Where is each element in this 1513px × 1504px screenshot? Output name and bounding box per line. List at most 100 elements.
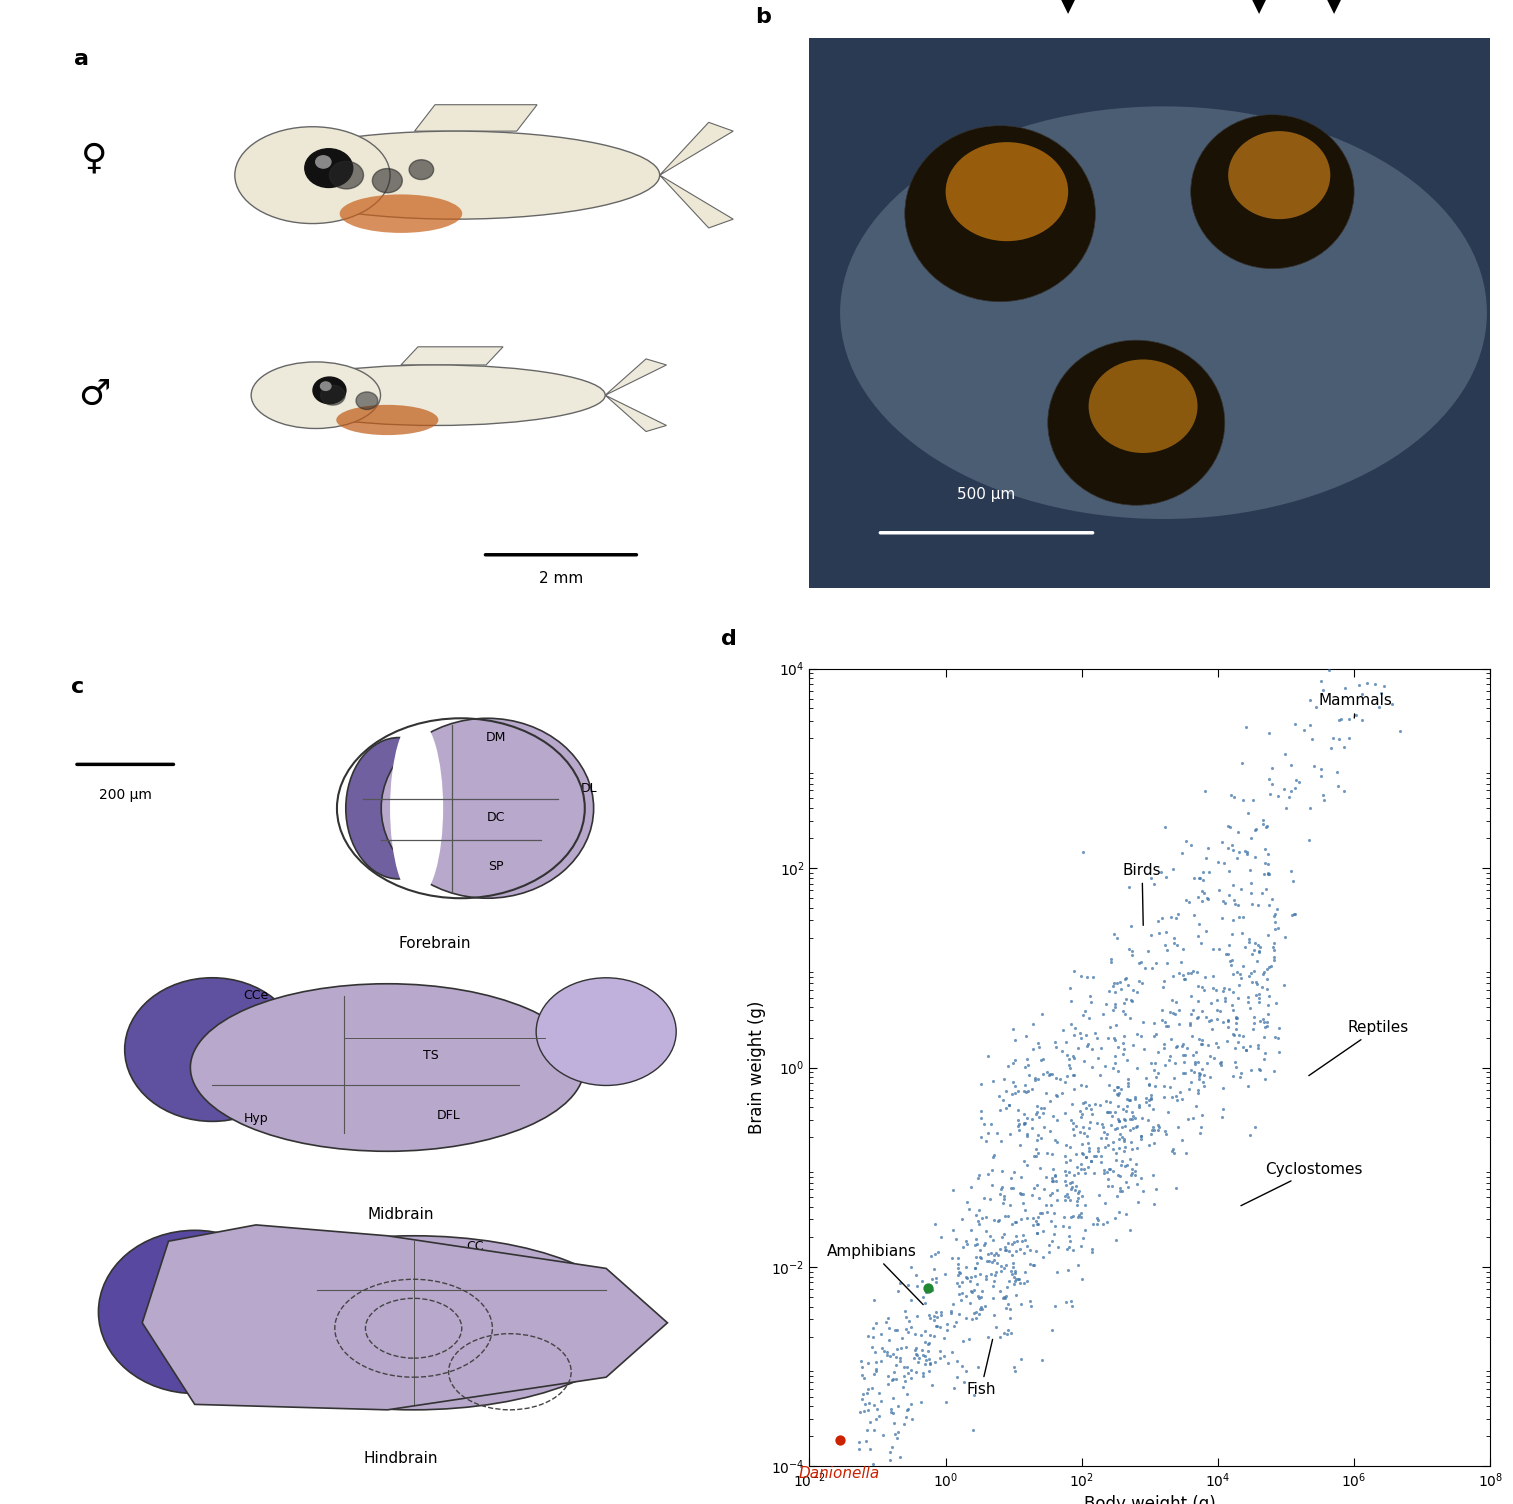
Point — [988, 1259, 1012, 1283]
Point — [1108, 1126, 1132, 1151]
Point — [1182, 960, 1206, 984]
Point — [946, 1271, 970, 1295]
Point — [1216, 836, 1241, 860]
Point — [1112, 1130, 1136, 1154]
Point — [1030, 1062, 1055, 1086]
Point — [1071, 839, 1095, 863]
Point — [1045, 1108, 1070, 1133]
Point — [964, 1263, 988, 1287]
Point — [1044, 1084, 1068, 1108]
Point — [1165, 1087, 1189, 1111]
Point — [1052, 1018, 1076, 1042]
Point — [899, 1393, 923, 1417]
Point — [1171, 1042, 1195, 1066]
Point — [868, 1322, 893, 1346]
Point — [1173, 967, 1197, 991]
Point — [921, 1256, 946, 1280]
Point — [1239, 1059, 1263, 1083]
Point — [1044, 1066, 1068, 1090]
Point — [1154, 938, 1179, 963]
Point — [891, 1364, 915, 1388]
Point — [1250, 975, 1274, 999]
Point — [1251, 812, 1275, 836]
Point — [1041, 1319, 1065, 1343]
Point — [1097, 979, 1121, 1003]
Point — [1174, 829, 1198, 853]
Point — [927, 1314, 952, 1339]
Point — [1247, 1057, 1271, 1081]
Point — [1049, 1066, 1073, 1090]
Point — [1012, 1078, 1036, 1102]
Point — [1167, 1114, 1191, 1139]
Point — [1095, 1175, 1120, 1199]
Point — [1011, 1271, 1035, 1295]
Point — [1024, 1093, 1049, 1117]
Point — [1260, 772, 1285, 796]
Point — [1003, 1209, 1027, 1233]
Point — [896, 1321, 920, 1345]
Point — [1247, 985, 1271, 1009]
Point — [982, 1242, 1006, 1266]
Point — [1026, 1030, 1050, 1054]
Point — [1213, 942, 1238, 966]
Point — [1160, 856, 1185, 880]
Point — [1101, 922, 1126, 946]
Point — [993, 1205, 1017, 1229]
Point — [959, 1265, 983, 1289]
Point — [1229, 1062, 1253, 1086]
Point — [903, 1339, 927, 1363]
Point — [1020, 1182, 1044, 1206]
Point — [1251, 1009, 1275, 1033]
Point — [1256, 993, 1280, 1017]
Point — [1055, 1030, 1079, 1054]
Ellipse shape — [1047, 340, 1226, 505]
Point — [1108, 1122, 1132, 1146]
Point — [1215, 1015, 1239, 1039]
Point — [955, 1254, 979, 1278]
Point — [1045, 1260, 1070, 1284]
Point — [918, 1305, 943, 1330]
Point — [1229, 966, 1253, 990]
Point — [979, 1111, 1003, 1136]
Point — [909, 1269, 934, 1293]
Point — [862, 1418, 887, 1442]
Point — [1147, 1116, 1171, 1140]
Point — [1219, 993, 1244, 1017]
Point — [1112, 1108, 1136, 1133]
Point — [1104, 1184, 1129, 1208]
Point — [920, 1277, 944, 1301]
Point — [1260, 887, 1285, 911]
Point — [1061, 1092, 1085, 1116]
Point — [1151, 975, 1176, 999]
Point — [1117, 1066, 1141, 1090]
Point — [1227, 841, 1251, 865]
Point — [896, 1397, 920, 1421]
Point — [1058, 1053, 1082, 1077]
Point — [1268, 1017, 1292, 1041]
Point — [1104, 1116, 1129, 1140]
Point — [1114, 967, 1138, 991]
Point — [1303, 755, 1327, 779]
Point — [1111, 1042, 1135, 1066]
Point — [958, 1197, 982, 1221]
Point — [996, 1292, 1020, 1316]
Point — [1068, 1120, 1092, 1145]
Point — [1136, 1108, 1160, 1133]
Point — [1221, 961, 1245, 985]
Point — [888, 1445, 912, 1469]
Point — [991, 1187, 1015, 1211]
Point — [1108, 1200, 1132, 1224]
Point — [1244, 818, 1268, 842]
Point — [1180, 997, 1204, 1021]
Point — [1053, 1163, 1077, 1187]
Point — [996, 1318, 1020, 1342]
Point — [980, 1145, 1005, 1169]
Point — [1011, 1223, 1035, 1247]
Point — [911, 1361, 935, 1385]
Point — [882, 1360, 906, 1384]
Point — [1171, 937, 1195, 961]
Point — [1003, 1048, 1027, 1072]
Point — [1047, 1235, 1071, 1259]
Point — [888, 1349, 912, 1373]
Point — [1085, 1111, 1109, 1136]
